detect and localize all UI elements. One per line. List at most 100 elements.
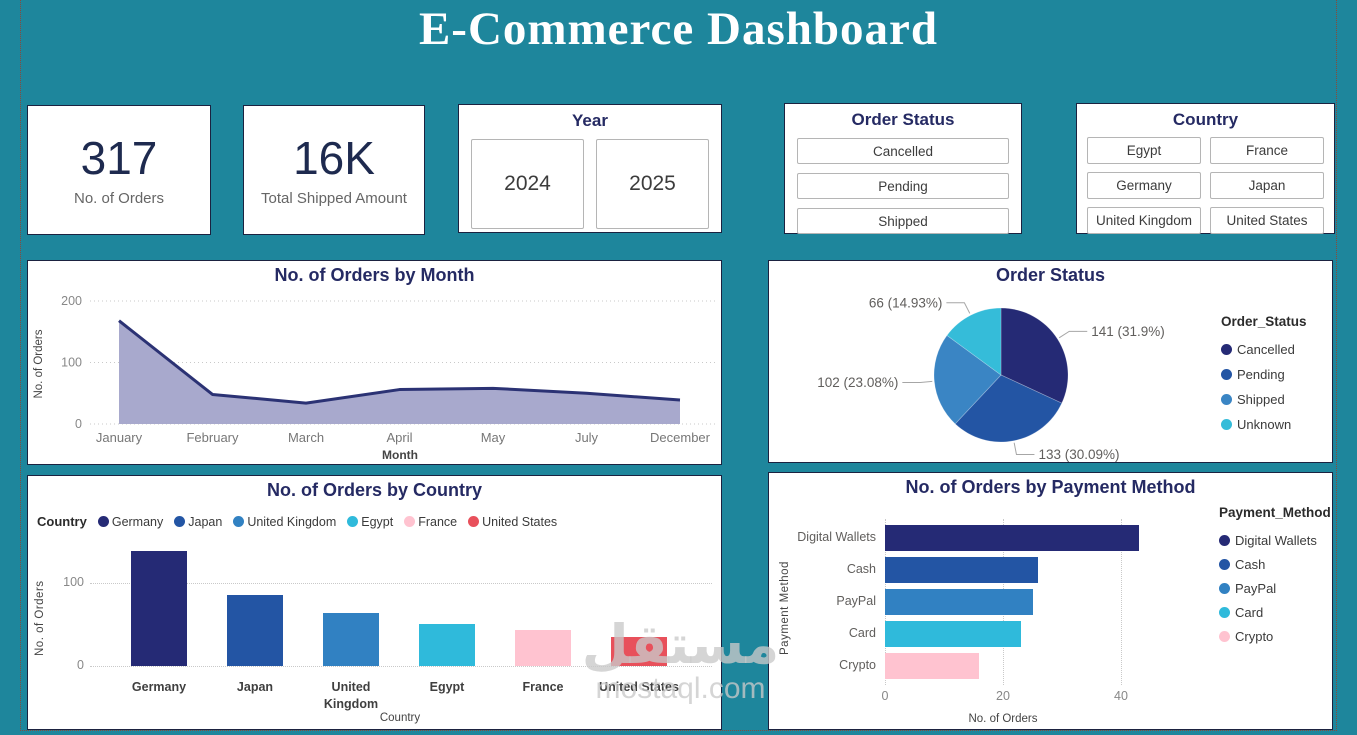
country-legend-item-france[interactable]: France (404, 515, 457, 529)
legend-dot-paypal (1219, 582, 1230, 594)
payment-cat-cash: Cash (846, 562, 876, 576)
payment-legend-label-card: Card (1235, 604, 1264, 620)
bar-digital-wallets[interactable] (885, 525, 1139, 551)
svg-text:200: 200 (61, 294, 82, 308)
country-legend-item-germany[interactable]: Germany (97, 514, 164, 529)
bar-cash[interactable] (885, 557, 1039, 583)
country-xtick-japan: Japan (236, 680, 274, 694)
kpi-value-no-of-orders: 317 (80, 132, 158, 185)
order-status-pie-plot: 141 (31.9%) 133 (30.09%) 102 (23.08%) 66 (1… (817, 295, 1165, 462)
year-option-2025[interactable]: 2025 (596, 139, 709, 229)
bar-paypal[interactable] (885, 589, 1033, 615)
payment-x-axis-label: No. of Orders (968, 713, 1038, 725)
svg-text:No. of Orders: No. of Orders (33, 329, 45, 398)
orders-by-country-chart: No. of Orders by Country Country Germany… (27, 475, 722, 730)
country-legend-item-japan[interactable]: Japan (174, 515, 222, 529)
pie-slice-cancelled[interactable] (1000, 307, 1069, 404)
payment-legend-label-crypto: Crypto (1235, 628, 1274, 644)
month-tick-may: May (481, 430, 506, 445)
bar-france[interactable] (515, 630, 571, 666)
pie-slice-shipped[interactable] (933, 334, 1002, 425)
payment-legend-item-digital-wallets[interactable]: Digital Wallets (1219, 528, 1331, 552)
orders-by-payment-legend: Payment_Method Digital Wallets Cash PayPal… (1219, 505, 1331, 648)
order-status-option-cancelled[interactable]: Cancelled (797, 138, 1009, 164)
country-legend-item-united-states[interactable]: United States (468, 515, 557, 529)
bar-egypt[interactable] (419, 624, 475, 666)
year-option-2024[interactable]: 2024 (471, 139, 584, 229)
order-status-pie-title: Order Status (995, 265, 1106, 285)
area-fill[interactable] (119, 320, 680, 424)
legend-dot-france (404, 516, 416, 527)
country-option-japan[interactable]: Japan (1210, 172, 1324, 199)
payment-xtick-0: 0 (881, 689, 889, 703)
pie-legend-item-shipped[interactable]: Shipped (1221, 387, 1307, 412)
country-legend-item-egypt[interactable]: Egypt (347, 515, 393, 529)
legend-dot-shipped (1221, 394, 1232, 405)
month-tick-july: July (575, 430, 599, 445)
country-xtick-germany: Germany (131, 680, 187, 694)
pie-legend-item-cancelled[interactable]: Cancelled (1221, 337, 1307, 362)
country-gridline-0 (90, 666, 712, 667)
payment-legend-item-cash[interactable]: Cash (1219, 552, 1331, 576)
month-tick-february: February (186, 430, 239, 445)
country-y-axis-label: No. of Orders (34, 580, 46, 657)
bar-crypto[interactable] (885, 653, 980, 679)
country-ytick-0: 0 (77, 658, 84, 672)
country-legend-label-germany: Germany (111, 514, 164, 529)
year-slicer-title: Year (572, 111, 608, 130)
order-status-option-pending[interactable]: Pending (797, 173, 1009, 199)
country-option-france[interactable]: France (1210, 137, 1324, 164)
payment-gridline-40 (1121, 519, 1122, 685)
legend-dot-japan (174, 516, 186, 527)
pie-legend-item-pending[interactable]: Pending (1221, 362, 1307, 387)
pie-slice-pending[interactable] (954, 374, 1063, 443)
legend-dot-card (1219, 606, 1230, 618)
bar-united-states[interactable] (611, 636, 667, 666)
bar-germany[interactable] (131, 550, 187, 666)
legend-dot-egypt (347, 516, 359, 527)
pie-legend-item-unknown[interactable]: Unknown (1221, 412, 1307, 437)
svg-text:Month: Month (382, 448, 418, 462)
country-legend-item-united-kingdom[interactable]: United Kingdom (233, 515, 336, 529)
country-option-germany[interactable]: Germany (1087, 172, 1201, 199)
legend-dot-unknown (1221, 419, 1232, 430)
orders-by-month-title: No. of Orders by Month (274, 265, 475, 285)
year-slicer: Year 2024 2025 (458, 104, 722, 233)
orders-by-month-chart: No. of Orders by Month 0 100 200 January Feb… (27, 260, 722, 465)
pie-legend-label-unknown: Unknown (1237, 417, 1292, 432)
order-status-slicer-options: Cancelled Pending Shipped (785, 130, 1021, 234)
bar-japan[interactable] (227, 595, 283, 666)
payment-legend-item-crypto[interactable]: Crypto (1219, 624, 1331, 648)
area-line (118, 319, 681, 405)
order-status-slicer: Order Status Cancelled Pending Shipped (784, 103, 1022, 234)
country-legend-label-egypt: Egypt (361, 514, 394, 529)
country-option-united-kingdom[interactable]: United Kingdom (1087, 207, 1201, 234)
country-option-united-states[interactable]: United States (1210, 207, 1324, 234)
month-tick-march: March (288, 430, 324, 445)
country-option-egypt[interactable]: Egypt (1087, 137, 1201, 164)
country-legend-label-france: France (418, 514, 458, 529)
orders-by-country-plot: 0 100 Germany Japan United Kingdom Egypt Franc… (28, 476, 723, 731)
legend-dot-united-states (468, 516, 480, 527)
bar-card[interactable] (885, 621, 1021, 647)
month-tick-april: April (386, 430, 412, 445)
payment-legend-item-paypal[interactable]: PayPal (1219, 576, 1331, 600)
legend-dot-pending (1221, 369, 1232, 380)
pie-slice-unknown[interactable] (946, 307, 1002, 376)
orders-by-payment-plot: 0 20 40 Digital Wallets Cash PayPal Card Crypto (769, 473, 1334, 731)
order-status-pie-chart: Order Status 141 (31.9%) 133 (30.09%) 102 … (768, 260, 1333, 463)
payment-xtick-20: 20 (996, 689, 1010, 703)
country-legend-label-united-states: United States (482, 514, 558, 529)
kpi-label-no-of-orders: No. of Orders (73, 189, 165, 207)
country-gridline-100 (90, 582, 712, 584)
country-slicer-title: Country (1172, 110, 1239, 129)
payment-legend-item-card[interactable]: Card (1219, 600, 1331, 624)
orders-by-country-legend: Country Germany Japan United Kingdom Egypt F… (37, 514, 557, 529)
orders-by-payment-title: No. of Orders by Payment Method (905, 477, 1196, 497)
country-slicer: Country Egypt France Germany Japan United Ki… (1076, 103, 1335, 234)
order-status-option-shipped[interactable]: Shipped (797, 208, 1009, 234)
pie-legend-label-pending: Pending (1237, 367, 1285, 382)
legend-dot-united-kingdom (233, 516, 245, 527)
payment-xtick-40: 40 (1114, 689, 1128, 703)
bar-united-kingdom[interactable] (323, 612, 379, 666)
